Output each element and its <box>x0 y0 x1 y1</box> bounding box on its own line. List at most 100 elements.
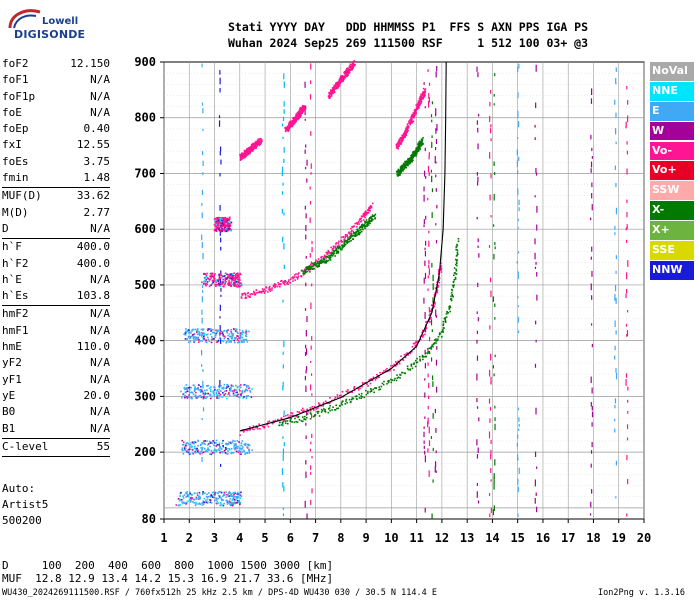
echo-point <box>338 79 341 81</box>
echo-point <box>240 442 243 444</box>
echo-point <box>175 504 178 506</box>
echo-point <box>236 495 239 498</box>
echo-point <box>238 449 240 452</box>
echo-point <box>398 144 400 146</box>
echo-point <box>231 495 234 498</box>
echo-point <box>229 228 231 230</box>
echo-point <box>435 338 437 341</box>
noise-streak <box>424 106 426 109</box>
echo-point <box>223 229 226 231</box>
noise-streak <box>589 513 592 516</box>
noise-streak <box>305 256 307 259</box>
echo-point <box>361 215 363 218</box>
echo-point <box>190 391 193 394</box>
echo-point <box>356 228 358 231</box>
echo-point <box>400 141 403 144</box>
echo-point <box>201 502 203 504</box>
echo-point <box>307 268 310 271</box>
echo-point <box>240 297 243 299</box>
echo-point <box>351 397 354 399</box>
echo-point <box>234 341 236 344</box>
noise-streak <box>626 239 628 243</box>
echo-point <box>220 491 223 494</box>
echo-point <box>306 408 309 411</box>
echo-point <box>340 236 343 239</box>
echo-point <box>245 335 248 338</box>
echo-point <box>278 283 281 285</box>
echo-point <box>230 281 233 284</box>
echo-point <box>432 343 435 345</box>
noise-streak <box>477 245 479 248</box>
echo-point <box>218 224 220 227</box>
echo-point <box>407 160 410 162</box>
x-tick-label: 5 <box>261 531 268 545</box>
echo-point <box>416 146 419 149</box>
param-name: foF1 <box>2 73 29 87</box>
noise-streak <box>615 141 617 145</box>
echo-point <box>211 452 214 454</box>
echo-point <box>301 104 304 107</box>
echo-point <box>232 278 235 281</box>
echo-point <box>381 371 384 374</box>
echo-point <box>422 358 424 361</box>
echo-point <box>242 397 245 399</box>
echo-point <box>352 67 354 70</box>
echo-point <box>223 335 226 338</box>
echo-point <box>252 143 255 145</box>
echo-point <box>364 216 366 219</box>
noise-streak <box>517 407 519 411</box>
echo-point <box>245 149 247 152</box>
echo-point <box>199 394 202 397</box>
echo-point <box>195 449 197 451</box>
echo-point <box>243 451 246 453</box>
echo-point <box>422 334 425 337</box>
noise-streak <box>626 454 628 461</box>
echo-point <box>202 396 205 398</box>
echo-point <box>215 391 218 394</box>
echo-point <box>289 419 292 421</box>
noise-streak <box>435 428 437 433</box>
echo-point <box>338 84 341 87</box>
echo-point <box>328 91 330 94</box>
echo-point <box>303 270 305 273</box>
echo-point <box>241 390 243 393</box>
echo-point <box>427 351 430 354</box>
echo-point <box>244 388 247 391</box>
echo-point <box>320 256 322 259</box>
echo-point <box>230 332 233 335</box>
noise-streak <box>517 251 520 254</box>
noise-streak <box>591 182 593 188</box>
echo-point <box>284 280 287 283</box>
chart-marks <box>175 60 629 519</box>
echo-point <box>244 297 247 300</box>
noise-streak <box>490 479 492 482</box>
echo-point <box>341 390 344 393</box>
echo-point <box>244 153 247 156</box>
echo-point <box>215 439 218 442</box>
echo-point <box>228 391 230 394</box>
noise-streak <box>283 101 285 107</box>
noise-streak <box>626 150 628 155</box>
echo-point <box>210 330 212 332</box>
echo-point <box>408 120 410 123</box>
echo-point <box>356 226 358 228</box>
echo-point <box>291 119 294 122</box>
echo-point <box>218 277 221 280</box>
echo-point <box>185 331 188 333</box>
echo-point <box>403 162 405 165</box>
echo-point <box>327 252 329 254</box>
noise-streak <box>311 413 313 419</box>
echo-point <box>456 244 459 247</box>
echo-point <box>259 428 261 430</box>
echo-point <box>241 451 243 453</box>
echo-point <box>281 421 284 424</box>
echo-point <box>211 279 214 282</box>
noise-streak <box>517 296 519 299</box>
echo-point <box>205 274 208 277</box>
echo-point <box>353 386 356 388</box>
noise-streak <box>310 465 312 470</box>
echo-point <box>230 273 232 276</box>
noise-streak <box>427 395 430 400</box>
echo-point <box>370 217 373 220</box>
echo-point <box>218 226 221 229</box>
